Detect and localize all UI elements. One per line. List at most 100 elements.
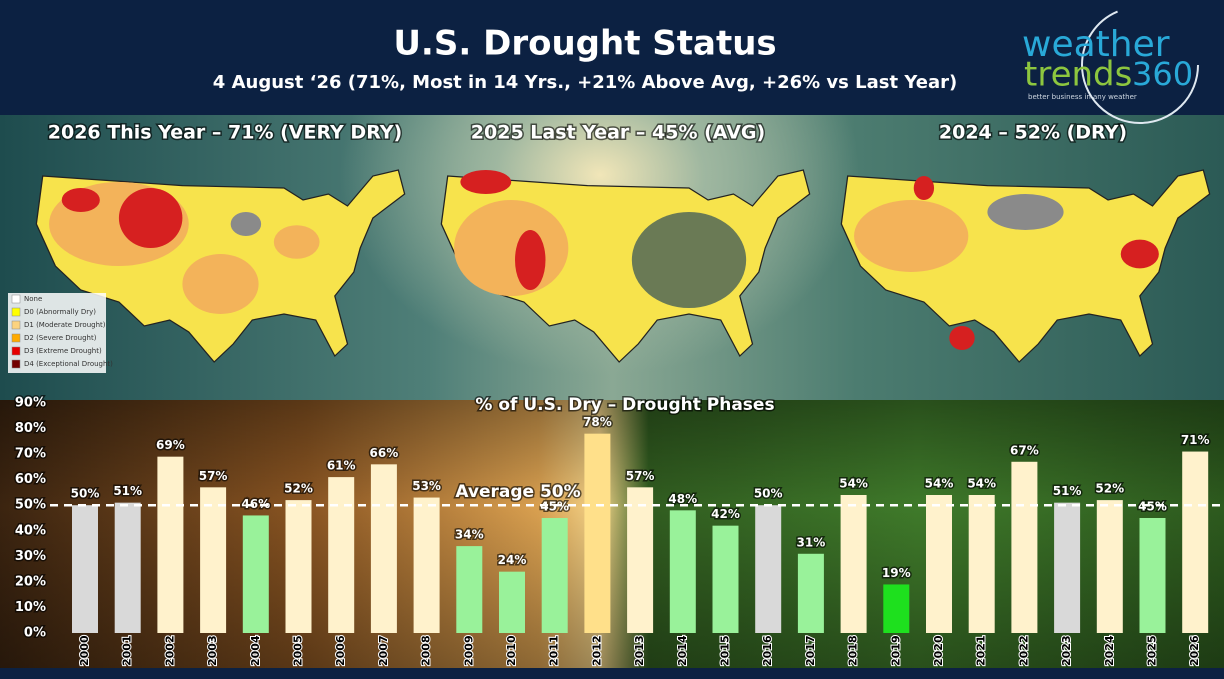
x-tick-label: 2006 [334, 635, 347, 666]
y-tick-label: 30% [15, 549, 46, 564]
x-tick-label: 2004 [249, 635, 262, 666]
bar [712, 525, 739, 633]
legend-box [8, 293, 106, 373]
map-title: 2026 This Year – 71% (VERY DRY) [48, 122, 402, 144]
bar [627, 487, 654, 633]
y-tick-label: 0% [24, 626, 46, 641]
logo-word: trends [1024, 55, 1132, 95]
value-label: 69% [156, 438, 185, 452]
subtitle: 4 August ‘26 (71%, Most in 14 Yrs., +21%… [213, 72, 957, 93]
map-title: 2025 Last Year – 45% (AVG) [471, 122, 765, 144]
logo-tagline: better business in any weather [1028, 93, 1137, 101]
y-tick-label: 70% [15, 447, 46, 462]
map-2025 [440, 169, 811, 363]
legend-swatch [11, 320, 21, 330]
map-2026 [35, 169, 406, 363]
x-tick-label: 2005 [292, 635, 305, 666]
legend-label: D1 (Moderate Drought) [24, 321, 106, 329]
legend-label: D2 (Severe Drought) [24, 334, 97, 342]
x-tick-label: 2026 [1188, 635, 1201, 666]
y-tick-label: 50% [15, 498, 46, 513]
value-label: 61% [327, 459, 356, 473]
logo-word: weather [1022, 24, 1170, 65]
bar [669, 510, 696, 633]
bar [370, 464, 397, 633]
x-tick-label: 2002 [163, 635, 176, 666]
legend-label: D0 (Abnormally Dry) [24, 308, 96, 316]
bar [755, 505, 782, 633]
bar [413, 497, 440, 633]
y-tick-label: 80% [15, 421, 46, 436]
x-tick-label: 2007 [377, 635, 390, 666]
title: U.S. Drought Status [393, 24, 776, 64]
bar [114, 502, 141, 633]
value-label: 54% [925, 477, 954, 491]
bar [72, 505, 98, 633]
value-label: 57% [626, 469, 655, 483]
value-label: 51% [113, 484, 142, 498]
bar [456, 546, 483, 633]
bar [541, 518, 568, 633]
x-tick-label: 2021 [975, 635, 988, 666]
x-tick-label: 2011 [548, 635, 561, 666]
legend-swatch [11, 359, 21, 369]
legend-swatch [11, 307, 21, 317]
x-tick-label: 2014 [676, 635, 689, 666]
x-tick-label: 2000 [78, 635, 91, 666]
value-label: 24% [498, 553, 527, 567]
chart-title: % of U.S. Dry – Drought Phases [475, 395, 774, 415]
map-2024 [840, 169, 1211, 363]
x-tick-label: 2003 [206, 635, 219, 666]
x-tick-label: 2018 [847, 635, 860, 666]
value-label: 54% [967, 477, 996, 491]
x-tick-label: 2015 [719, 635, 732, 666]
bar [157, 456, 184, 633]
value-label: 34% [455, 528, 484, 542]
value-label: 52% [284, 482, 313, 496]
legend-swatch [11, 346, 21, 356]
value-label: 19% [882, 566, 911, 580]
bar [200, 487, 227, 633]
bar [1096, 500, 1123, 633]
average-label: Average 50% [455, 482, 580, 502]
bar [242, 515, 269, 633]
bar [1011, 461, 1038, 633]
x-tick-label: 2025 [1146, 635, 1159, 666]
value-label: 45% [1138, 500, 1167, 514]
bar [499, 571, 525, 633]
bar [1139, 518, 1166, 633]
value-label: 71% [1181, 433, 1210, 447]
map-title: 2024 – 52% (DRY) [939, 122, 1127, 144]
y-tick-label: 10% [15, 600, 46, 615]
y-tick-label: 90% [15, 396, 46, 411]
x-tick-label: 2019 [889, 635, 902, 666]
x-tick-label: 2008 [420, 635, 433, 666]
value-label: 78% [583, 415, 612, 429]
y-tick-label: 40% [15, 523, 46, 538]
x-tick-label: 2020 [932, 635, 945, 666]
bar [968, 495, 995, 633]
value-label: 67% [1010, 443, 1039, 457]
value-label: 50% [754, 487, 783, 501]
x-tick-label: 2016 [761, 635, 774, 666]
legend-label: None [24, 295, 42, 303]
x-tick-label: 2024 [1103, 635, 1116, 666]
logo-ring [1081, 6, 1199, 124]
value-label: 48% [668, 492, 697, 506]
value-label: 52% [1095, 482, 1124, 496]
y-tick-label: 20% [15, 574, 46, 589]
value-label: 53% [412, 479, 441, 493]
bar [883, 584, 910, 633]
legend-label: D3 (Extreme Drought) [24, 347, 102, 355]
legend-swatch [11, 294, 21, 304]
x-tick-label: 2017 [804, 635, 817, 666]
x-tick-label: 2023 [1060, 635, 1073, 666]
header-band [0, 0, 1224, 115]
y-tick-label: 60% [15, 472, 46, 487]
value-label: 57% [199, 469, 228, 483]
bar [285, 500, 312, 633]
x-tick-label: 2022 [1017, 635, 1030, 666]
x-tick-label: 2001 [121, 635, 134, 666]
logo-word: 360 [1132, 55, 1193, 93]
